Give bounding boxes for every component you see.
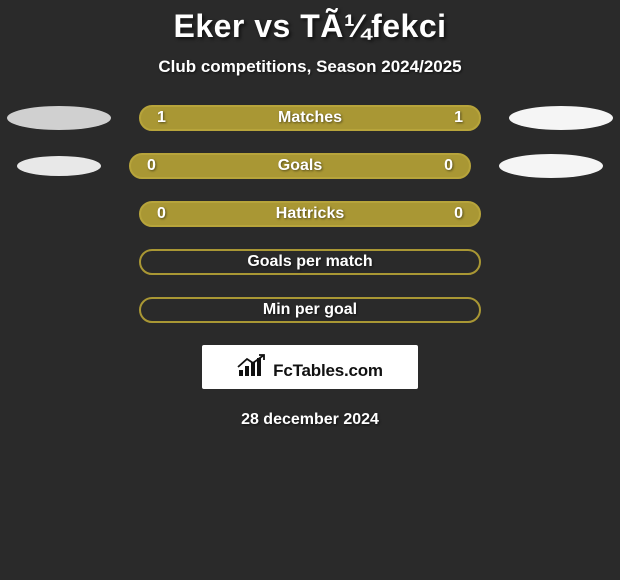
comparison-card: Eker vs TÃ¼fekci Club competitions, Seas… xyxy=(0,0,620,429)
stat-value-right: 0 xyxy=(437,157,453,175)
stat-bar: Goals per match xyxy=(139,249,481,275)
stat-row: 0 Hattricks 0 xyxy=(0,201,620,227)
subtitle: Club competitions, Season 2024/2025 xyxy=(0,57,620,77)
date-label: 28 december 2024 xyxy=(0,411,620,429)
stat-label: Matches xyxy=(278,109,342,127)
stat-bar: 1 Matches 1 xyxy=(139,105,481,131)
stat-bar: 0 Goals 0 xyxy=(129,153,471,179)
player-marker-left xyxy=(7,106,111,130)
player-marker-right xyxy=(499,154,603,178)
chart-icon xyxy=(237,354,265,376)
stat-row: 1 Matches 1 xyxy=(0,105,620,131)
player-marker-left xyxy=(17,156,101,176)
logo-text: FcTables.com xyxy=(273,361,383,381)
stat-value-right: 1 xyxy=(447,109,463,127)
stat-bar: 0 Hattricks 0 xyxy=(139,201,481,227)
page-title: Eker vs TÃ¼fekci xyxy=(0,8,620,45)
stat-value-right: 0 xyxy=(447,205,463,223)
stat-label: Goals per match xyxy=(247,253,372,271)
fctables-logo[interactable]: FcTables.com xyxy=(202,345,418,389)
logo-inner: FcTables.com xyxy=(237,354,383,381)
player-marker-right xyxy=(509,106,613,130)
stat-row: Min per goal xyxy=(0,297,620,323)
stat-label: Goals xyxy=(278,157,322,175)
stat-label: Hattricks xyxy=(276,205,344,223)
stat-value-left: 0 xyxy=(147,157,163,175)
stat-bar: Min per goal xyxy=(139,297,481,323)
stat-value-left: 0 xyxy=(157,205,173,223)
stat-row: Goals per match xyxy=(0,249,620,275)
stat-row: 0 Goals 0 xyxy=(0,153,620,179)
stats-list: 1 Matches 1 0 Goals 0 0 Hattricks 0 Goals per mat… xyxy=(0,105,620,323)
stat-label: Min per goal xyxy=(263,301,357,319)
stat-value-left: 1 xyxy=(157,109,173,127)
